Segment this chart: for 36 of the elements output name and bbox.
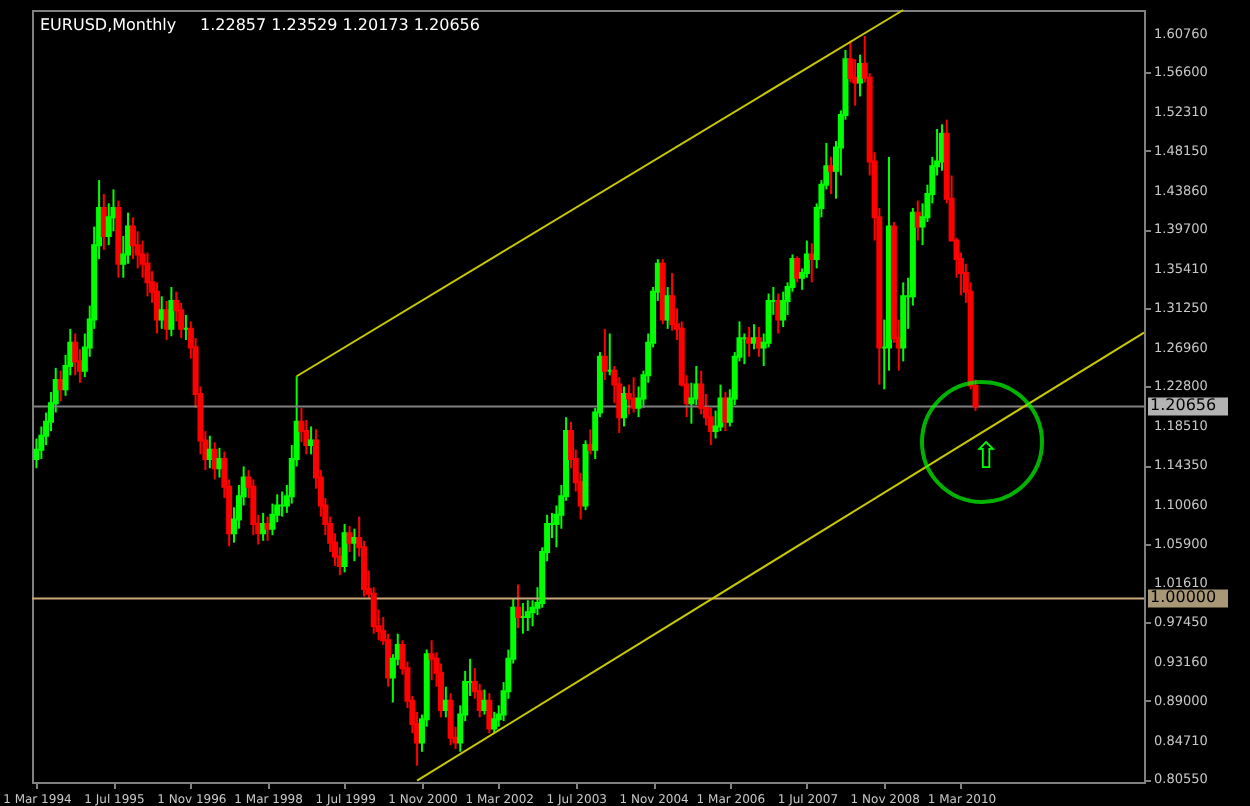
annotation: ⇧ [970, 436, 1002, 478]
candlestick [129, 216, 136, 261]
candlestick [341, 523, 348, 574]
candlestick [669, 272, 676, 332]
candlestick [587, 428, 594, 456]
candlestick [755, 325, 762, 358]
candlestick [780, 290, 787, 328]
candlestick [515, 583, 521, 630]
candlestick [72, 332, 79, 377]
candlestick [428, 639, 435, 682]
ref-line-label: 1.20656 [1150, 396, 1217, 415]
candlestick [620, 385, 627, 428]
candlestick [746, 325, 753, 358]
candlestick [250, 478, 257, 537]
candlestick [491, 710, 498, 735]
candlestick [625, 383, 632, 416]
ref-line-label: 1.00000 [1150, 588, 1217, 607]
candlestick [308, 425, 315, 456]
candlestick [857, 53, 864, 98]
candlestick [914, 199, 921, 242]
candlestick [486, 692, 493, 735]
candlestick [524, 599, 531, 632]
candlestick [100, 193, 107, 251]
candlestick [794, 255, 801, 284]
candlestick [828, 155, 835, 196]
candlestick [260, 511, 267, 542]
chart-title: EURUSD,Monthly [40, 16, 177, 34]
candlestick [158, 295, 165, 330]
candlestick [269, 502, 276, 537]
candlestick [168, 286, 175, 338]
annotation: 1.22857 1.23529 1.20173 1.20656 [200, 16, 480, 34]
candlestick [447, 692, 454, 747]
candlestick [351, 527, 358, 563]
candlestick [751, 323, 758, 351]
candlestick [808, 242, 815, 284]
candlestick [346, 524, 353, 553]
